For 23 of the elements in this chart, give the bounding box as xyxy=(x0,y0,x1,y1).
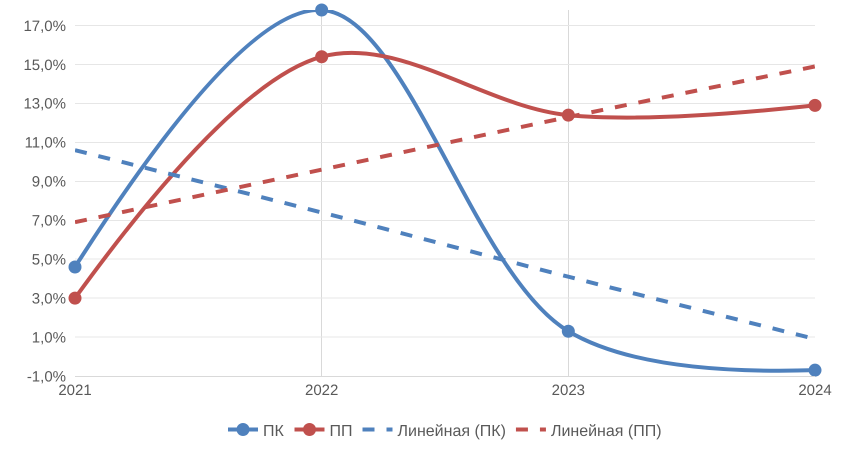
point xyxy=(68,292,82,305)
y-tick-label: 15,0% xyxy=(23,56,66,74)
y-tick-label: 1,0% xyxy=(32,329,66,346)
point xyxy=(808,364,822,377)
y-tick-label: 7,0% xyxy=(32,212,66,230)
point xyxy=(315,50,328,64)
y-tick-label: 13,0% xyxy=(23,96,66,113)
x-tick-label: 2022 xyxy=(304,382,338,399)
legend-label: Линейная (ПК) xyxy=(398,422,506,440)
legend-label: ПК xyxy=(263,422,284,440)
y-tick-label: 9,0% xyxy=(32,174,66,191)
y-tick-label: 17,0% xyxy=(23,18,66,35)
point xyxy=(562,324,575,338)
legend-label: ПП xyxy=(330,422,352,440)
y-tick-label: 3,0% xyxy=(32,290,66,308)
y-tick-label: 11,0% xyxy=(24,134,66,152)
point xyxy=(315,4,328,16)
x-tick-label: 2024 xyxy=(798,382,832,399)
legend-label: Линейная (ПП) xyxy=(550,422,662,440)
point xyxy=(808,98,822,112)
y-tick-label: 5,0% xyxy=(32,251,66,268)
point xyxy=(68,260,82,274)
x-tick-label: 2023 xyxy=(552,382,586,399)
